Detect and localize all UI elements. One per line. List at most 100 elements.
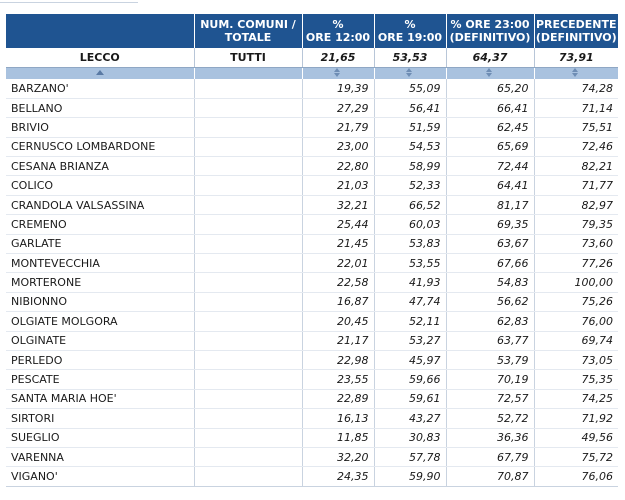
header-ore-23[interactable]: % ORE 23:00 (DEFINITIVO)	[446, 14, 535, 48]
table-row: BARZANO' 19,39 55,09 65,20 74,28	[6, 79, 618, 99]
value-ore23: 67,66	[446, 253, 535, 274]
sort-ore23-cell[interactable]	[446, 67, 535, 79]
comune-count	[194, 117, 303, 138]
sort-bar	[6, 67, 618, 79]
value-ore12: 23,00	[302, 137, 375, 158]
header-precedente[interactable]: PRECEDENTE (DEFINITIVO)	[534, 14, 618, 48]
value-ore19: 66,52	[374, 195, 447, 216]
comune-name: MORTERONE	[6, 272, 195, 293]
value-ore23: 63,67	[446, 234, 535, 255]
comune-name: BARZANO'	[6, 79, 195, 99]
value-ore19: 45,97	[374, 350, 447, 371]
sort-arrows-icon[interactable]	[486, 68, 494, 78]
value-ore19: 59,66	[374, 369, 447, 390]
value-ore12: 27,29	[302, 98, 375, 119]
value-ore12: 32,21	[302, 195, 375, 216]
value-precedente: 49,56	[534, 428, 618, 448]
value-ore19: 41,93	[374, 272, 447, 293]
comune-count	[194, 389, 303, 410]
table-row: PERLEDO 22,98 45,97 53,79 73,05	[6, 350, 618, 371]
comune-name: SANTA MARIA HOE'	[6, 389, 195, 410]
comune-name: OLGIATE MOLGORA	[6, 311, 195, 332]
header-ore-19[interactable]: % ORE 19:00	[374, 14, 447, 48]
sort-ore19-cell[interactable]	[374, 67, 447, 79]
value-precedente: 71,77	[534, 175, 618, 196]
value-ore19: 54,53	[374, 137, 447, 158]
value-ore23: 64,41	[446, 175, 535, 196]
header-num-comuni[interactable]: NUM. COMUNI / TOTALE	[194, 14, 303, 48]
table-row: COLICO 21,03 52,33 64,41 71,77	[6, 175, 618, 196]
value-ore23: 81,17	[446, 195, 535, 216]
comune-count	[194, 408, 303, 429]
value-ore12: 21,45	[302, 234, 375, 255]
value-precedente: 82,21	[534, 156, 618, 177]
table-row: BRIVIO 21,79 51,59 62,45 75,51	[6, 117, 618, 138]
total-row: LECCO TUTTI 21,65 53,53 64,37 73,91	[6, 48, 618, 68]
value-ore23: 72,44	[446, 156, 535, 177]
comune-count	[194, 98, 303, 119]
value-ore19: 59,61	[374, 389, 447, 410]
value-ore23: 72,57	[446, 389, 535, 410]
comune-count	[194, 137, 303, 158]
value-ore19: 56,41	[374, 98, 447, 119]
comune-name: CREMENO	[6, 214, 195, 235]
sort-ore12-cell[interactable]	[302, 67, 375, 79]
value-ore23: 67,79	[446, 447, 535, 468]
value-ore12: 24,35	[302, 466, 375, 487]
comune-count	[194, 292, 303, 313]
value-ore19: 51,59	[374, 117, 447, 138]
value-ore12: 11,85	[302, 428, 375, 448]
table-row: VIGANO' 24,35 59,90 70,87 76,06	[6, 466, 618, 487]
triangle-up-icon[interactable]	[95, 70, 104, 76]
value-precedente: 76,06	[534, 466, 618, 487]
value-precedente: 73,05	[534, 350, 618, 371]
value-precedente: 74,25	[534, 389, 618, 410]
comune-count	[194, 466, 303, 487]
value-ore23: 56,62	[446, 292, 535, 313]
value-ore23: 62,83	[446, 311, 535, 332]
comune-name: CESANA BRIANZA	[6, 156, 195, 177]
table-row: OLGINATE 21,17 53,27 63,77 69,74	[6, 331, 618, 351]
comune-count	[194, 272, 303, 293]
sort-arrows-icon[interactable]	[406, 68, 414, 78]
table-row: MONTEVECCHIA 22,01 53,55 67,66 77,26	[6, 253, 618, 274]
comune-count	[194, 350, 303, 371]
sort-arrows-icon[interactable]	[572, 68, 580, 78]
value-precedente: 75,72	[534, 447, 618, 468]
header-ore-12[interactable]: % ORE 12:00	[302, 14, 375, 48]
table-row: CRANDOLA VALSASSINA 32,21 66,52 81,17 82,97	[6, 195, 618, 216]
table-row: CESANA BRIANZA 22,80 58,99 72,44 82,21	[6, 156, 618, 177]
header-row: NUM. COMUNI / TOTALE % ORE 12:00 % ORE 19:0…	[6, 14, 618, 48]
value-ore19: 60,03	[374, 214, 447, 235]
value-ore12: 23,55	[302, 369, 375, 390]
comune-name: CERNUSCO LOMBARDONE	[6, 137, 195, 158]
value-precedente: 82,97	[534, 195, 618, 216]
value-ore23: 52,72	[446, 408, 535, 429]
value-ore12: 21,17	[302, 331, 375, 351]
total-ore19: 53,53	[374, 48, 447, 68]
value-ore12: 22,01	[302, 253, 375, 274]
comune-name: BELLANO	[6, 98, 195, 119]
value-ore12: 21,79	[302, 117, 375, 138]
table-row: GARLATE 21,45 53,83 63,67 73,60	[6, 234, 618, 255]
sort-precedente-cell[interactable]	[534, 67, 618, 79]
comune-count	[194, 253, 303, 274]
comune-name: COLICO	[6, 175, 195, 196]
comune-count	[194, 156, 303, 177]
comune-count	[194, 195, 303, 216]
sort-arrows-icon[interactable]	[334, 68, 342, 78]
comune-count	[194, 331, 303, 351]
comune-name: SUEGLIO	[6, 428, 195, 448]
comune-name: VIGANO'	[6, 466, 195, 487]
comune-count	[194, 214, 303, 235]
value-ore19: 59,90	[374, 466, 447, 487]
value-ore19: 53,55	[374, 253, 447, 274]
comune-name: SIRTORI	[6, 408, 195, 429]
results-table: NUM. COMUNI / TOTALE % ORE 12:00 % ORE 19:0…	[6, 14, 618, 487]
value-precedente: 74,28	[534, 79, 618, 99]
value-ore19: 55,09	[374, 79, 447, 99]
table-row: BELLANO 27,29 56,41 66,41 71,14	[6, 98, 618, 119]
sort-name-cell[interactable]	[6, 67, 195, 79]
value-precedente: 75,51	[534, 117, 618, 138]
value-ore19: 43,27	[374, 408, 447, 429]
